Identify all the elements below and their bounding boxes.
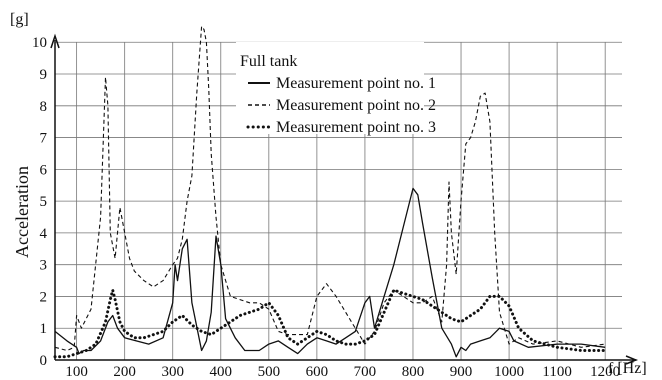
y-tick-label: 10	[32, 35, 47, 51]
x-tick-label: 600	[306, 364, 329, 380]
legend-entry-3: Measurement point no. 3	[276, 119, 436, 136]
legend-background	[236, 42, 424, 134]
y-unit-label: [g]	[10, 11, 29, 28]
y-tick-label: 6	[40, 162, 48, 178]
y-tick-label: 1	[40, 321, 48, 337]
y-axis-label: Acceleration	[12, 166, 32, 258]
x-tick-label: 400	[210, 364, 233, 380]
legend-title: Full tank	[240, 53, 297, 70]
y-tick-label: 5	[40, 194, 48, 210]
series-line-2	[54, 25, 606, 352]
x-axis-label: f [Hz]	[608, 360, 647, 377]
legend: Full tank Measurement point no. 1 Measur…	[236, 42, 436, 136]
y-tick-label: 3	[40, 258, 48, 274]
y-tick-label: 8	[40, 99, 48, 115]
x-tick-label: 700	[354, 364, 377, 380]
legend-entry-2: Measurement point no. 2	[276, 97, 436, 114]
y-tick-label: 4	[40, 226, 48, 242]
y-tick-label: 2	[40, 289, 48, 305]
series-line-3	[53, 288, 607, 359]
x-tick-label: 200	[113, 364, 136, 380]
x-tick-label: 500	[258, 364, 281, 380]
y-tick-label: 9	[40, 67, 48, 83]
x-tick-label: 800	[402, 364, 425, 380]
x-tick-label: 1200	[590, 364, 620, 380]
x-tick-label: 100	[65, 364, 88, 380]
y-tick-label: 0	[40, 353, 48, 369]
x-tick-label: 1100	[542, 364, 571, 380]
chart-ticks: 100 200 300 400 500 600 700 800 900 1000 1100 1200 0…	[32, 35, 620, 380]
y-tick-label: 7	[40, 131, 48, 147]
chart-series	[53, 25, 607, 359]
y-axis-arrow	[50, 33, 60, 49]
x-tick-label: 900	[450, 364, 473, 380]
legend-entry-1: Measurement point no. 1	[276, 75, 436, 92]
x-axis-arrow	[625, 355, 639, 365]
series-line-1	[54, 187, 606, 358]
x-tick-label: 1000	[494, 364, 524, 380]
x-tick-label: 300	[161, 364, 184, 380]
